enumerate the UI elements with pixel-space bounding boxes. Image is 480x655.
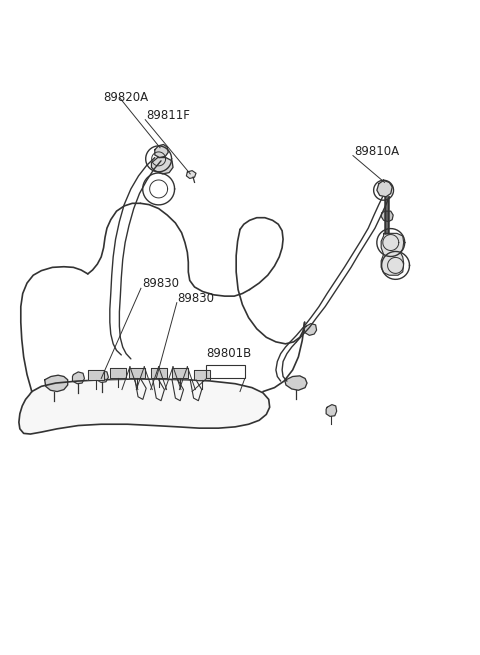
- Text: 89801B: 89801B: [206, 347, 252, 360]
- Polygon shape: [186, 171, 196, 178]
- Text: 89820A: 89820A: [104, 91, 149, 104]
- Text: 89810A: 89810A: [354, 145, 399, 157]
- Polygon shape: [285, 376, 307, 390]
- Polygon shape: [110, 368, 126, 378]
- Polygon shape: [151, 368, 167, 378]
- Polygon shape: [88, 369, 104, 379]
- Polygon shape: [152, 158, 173, 174]
- Polygon shape: [45, 375, 68, 392]
- Polygon shape: [129, 368, 145, 378]
- Polygon shape: [304, 324, 317, 335]
- Polygon shape: [155, 145, 168, 158]
- Polygon shape: [19, 379, 270, 434]
- Polygon shape: [194, 369, 210, 379]
- Text: 89830: 89830: [142, 276, 179, 290]
- Polygon shape: [96, 371, 108, 383]
- Polygon shape: [326, 405, 336, 417]
- Polygon shape: [381, 233, 404, 275]
- Polygon shape: [172, 368, 188, 378]
- Polygon shape: [377, 180, 392, 196]
- Polygon shape: [381, 211, 393, 221]
- Text: 89830: 89830: [177, 291, 214, 305]
- Text: 89811F: 89811F: [147, 109, 191, 122]
- Bar: [206, 365, 245, 379]
- Polygon shape: [72, 372, 84, 384]
